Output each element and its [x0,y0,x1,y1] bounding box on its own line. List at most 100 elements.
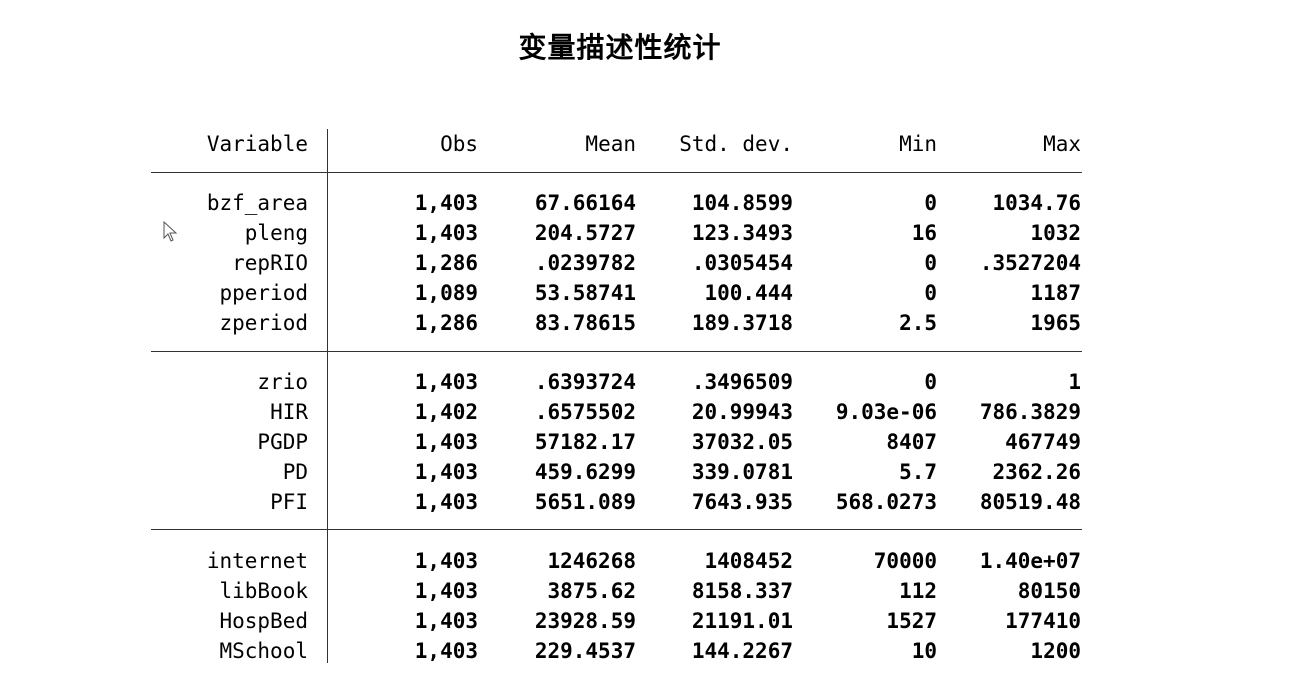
table-row: PD 1,403 459.6299 339.0781 5.7 2362.26 [151,457,1082,487]
cell-variable: libBook [219,579,308,603]
cell-variable: pperiod [219,281,308,305]
cell-mean: 1246268 [547,549,636,573]
header-max: Max [1043,132,1081,156]
cell-std-dev: .3496509 [691,370,793,394]
cell-variable: PFI [270,490,308,514]
cell-max: 1187 [1030,281,1081,305]
cell-min: 10 [911,639,937,663]
cell-obs: 1,089 [414,281,478,305]
table-row: libBook 1,403 3875.62 8158.337 112 80150 [151,576,1082,606]
cell-obs: 1,403 [414,430,478,454]
cell-variable: internet [206,549,308,573]
table-header-row: Variable Obs Mean Std. dev. Min Max [151,129,1082,159]
cell-variable: zperiod [219,311,308,335]
cell-obs: 1,402 [414,400,478,424]
cell-min: 8407 [886,430,937,454]
header-mean: Mean [585,132,636,156]
cell-max: 177410 [1005,609,1081,633]
cell-mean: 229.4537 [534,639,636,663]
cell-min: 5.7 [899,460,937,484]
table-row: MSchool 1,403 229.4537 144.2267 10 1200 [151,636,1082,666]
group-separator [151,172,1082,173]
header-min: Min [899,132,937,156]
cell-mean: 83.78615 [534,311,636,335]
cell-std-dev: 123.3493 [691,221,793,245]
table-row: bzf_area 1,403 67.66164 104.8599 0 1034.76 [151,188,1082,218]
table-row: repRIO 1,286 .0239782 .0305454 0 .3527204 [151,248,1082,278]
cell-std-dev: 144.2267 [691,639,793,663]
mouse-pointer-icon [163,221,178,242]
table-row: pleng 1,403 204.5727 123.3493 16 1032 [151,218,1082,248]
cell-mean: 67.66164 [534,191,636,215]
cell-min: 0 [924,191,937,215]
cell-variable: MSchool [219,639,308,663]
cell-std-dev: .0305454 [691,251,793,275]
cell-obs: 1,403 [414,460,478,484]
table-row: PFI 1,403 5651.089 7643.935 568.0273 80519.48 [151,487,1082,517]
cell-variable: bzf_area [206,191,308,215]
cell-mean: 204.5727 [534,221,636,245]
cell-min: 0 [924,281,937,305]
cell-mean: .0239782 [534,251,636,275]
group-separator [151,529,1082,530]
cell-min: 0 [924,370,937,394]
group-separator [151,351,1082,352]
cell-obs: 1,403 [414,221,478,245]
cell-std-dev: 100.444 [704,281,793,305]
header-obs: Obs [440,132,478,156]
cell-max: 1.40e+07 [979,549,1081,573]
table-row: internet 1,403 1246268 1408452 70000 1.40e+07 [151,546,1082,576]
cell-std-dev: 339.0781 [691,460,793,484]
cell-obs: 1,403 [414,579,478,603]
cell-max: 1034.76 [992,191,1081,215]
cell-variable: pleng [244,221,308,245]
cell-std-dev: 21191.01 [691,609,793,633]
cell-std-dev: 20.99943 [691,400,793,424]
cell-obs: 1,403 [414,639,478,663]
cell-mean: 57182.17 [534,430,636,454]
cell-max: 1 [1068,370,1081,394]
cell-variable: HospBed [219,609,308,633]
header-std-dev: Std. dev. [679,132,793,156]
table-row: HospBed 1,403 23928.59 21191.01 1527 177410 [151,606,1082,636]
cell-min: 1527 [886,609,937,633]
cell-mean: .6575502 [534,400,636,424]
cell-obs: 1,403 [414,191,478,215]
cell-max: 1965 [1030,311,1081,335]
cell-min: 0 [924,251,937,275]
cell-min: 70000 [873,549,937,573]
cell-std-dev: 8158.337 [691,579,793,603]
cell-mean: 5651.089 [534,490,636,514]
cell-min: 16 [911,221,937,245]
table-row: HIR 1,402 .6575502 20.99943 9.03e-06 786.3829 [151,397,1082,427]
table-row: zrio 1,403 .6393724 .3496509 0 1 [151,367,1082,397]
cell-variable: PD [282,460,308,484]
cell-max: 467749 [1005,430,1081,454]
cell-mean: 23928.59 [534,609,636,633]
cell-min: 2.5 [899,311,937,335]
cell-mean: .6393724 [534,370,636,394]
cell-obs: 1,403 [414,490,478,514]
header-variable: Variable [206,132,308,156]
table-row: zperiod 1,286 83.78615 189.3718 2.5 1965 [151,308,1082,338]
cell-variable: zrio [257,370,308,394]
cell-obs: 1,403 [414,549,478,573]
cell-obs: 1,403 [414,609,478,633]
cell-max: 2362.26 [992,460,1081,484]
cell-max: 80519.48 [979,490,1081,514]
cell-std-dev: 37032.05 [691,430,793,454]
cell-std-dev: 189.3718 [691,311,793,335]
cell-max: 80150 [1017,579,1081,603]
cell-min: 568.0273 [835,490,937,514]
cell-std-dev: 104.8599 [691,191,793,215]
cell-variable: repRIO [232,251,308,275]
cell-mean: 459.6299 [534,460,636,484]
cell-max: 1032 [1030,221,1081,245]
cell-obs: 1,403 [414,370,478,394]
column-divider [327,129,328,663]
cell-obs: 1,286 [414,311,478,335]
cell-mean: 53.58741 [534,281,636,305]
cell-obs: 1,286 [414,251,478,275]
cell-min: 9.03e-06 [835,400,937,424]
cell-variable: PGDP [257,430,308,454]
